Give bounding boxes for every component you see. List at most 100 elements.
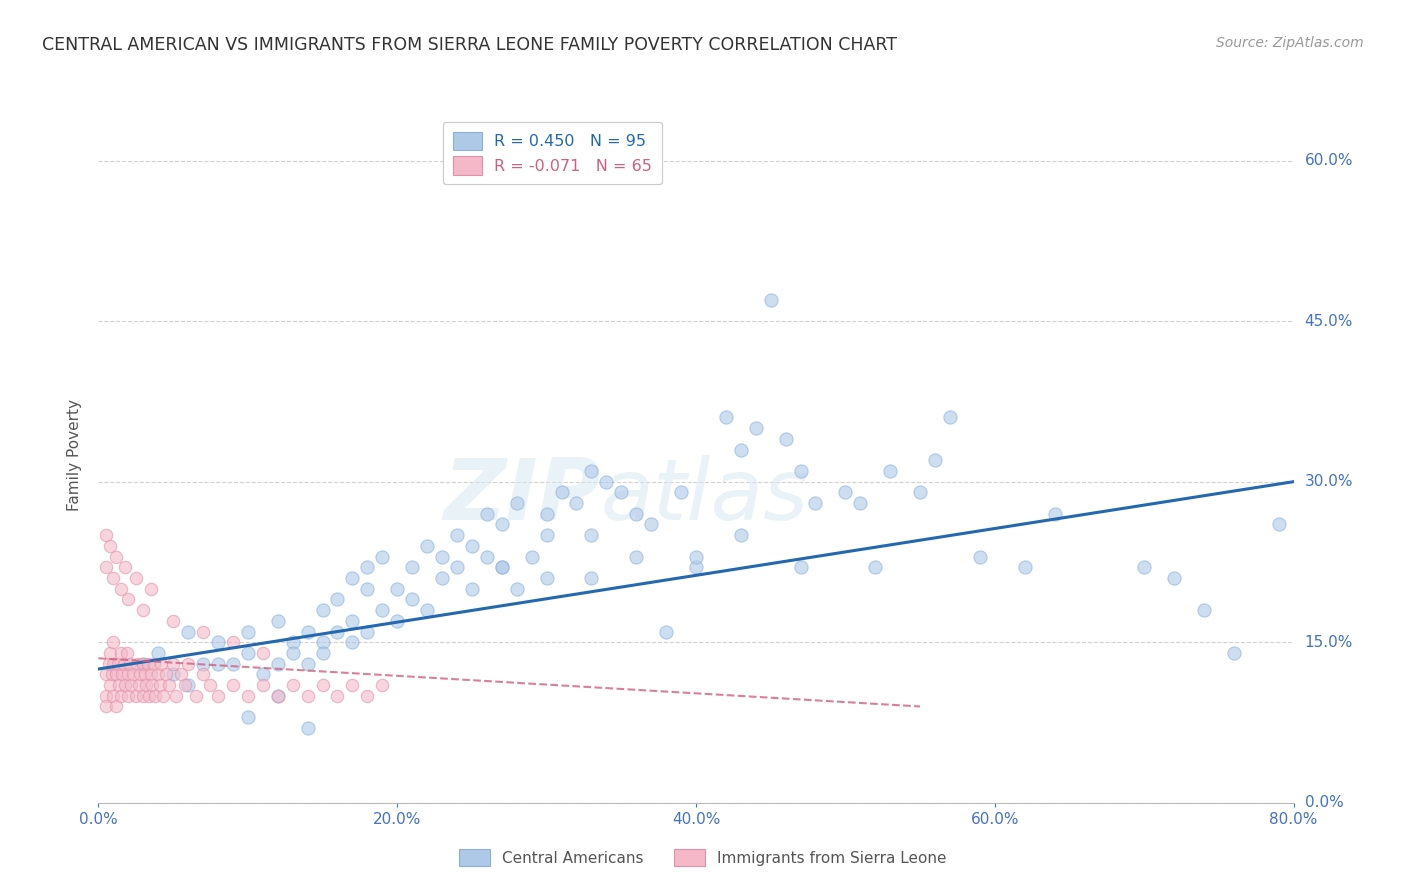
Point bbox=[311, 678, 333, 692]
Point bbox=[94, 667, 117, 681]
Point bbox=[281, 646, 304, 660]
Point bbox=[789, 464, 811, 478]
Point bbox=[110, 689, 132, 703]
Point bbox=[342, 614, 364, 628]
Point bbox=[236, 646, 259, 660]
Point bbox=[143, 689, 166, 703]
Point bbox=[121, 667, 143, 681]
Point bbox=[506, 582, 529, 596]
Point bbox=[475, 507, 498, 521]
Point bbox=[117, 667, 139, 681]
Point bbox=[132, 657, 155, 671]
Point bbox=[139, 667, 162, 681]
Point bbox=[536, 571, 558, 585]
Point bbox=[141, 678, 163, 692]
Text: Source: ZipAtlas.com: Source: ZipAtlas.com bbox=[1216, 36, 1364, 50]
Point bbox=[624, 507, 647, 521]
Point bbox=[184, 689, 207, 703]
Point bbox=[416, 603, 439, 617]
Point bbox=[789, 560, 811, 574]
Point bbox=[804, 496, 827, 510]
Point bbox=[174, 678, 197, 692]
Point bbox=[297, 624, 319, 639]
Point bbox=[714, 410, 737, 425]
Point bbox=[356, 582, 378, 596]
Point bbox=[252, 646, 274, 660]
Point bbox=[157, 678, 180, 692]
Point bbox=[107, 657, 129, 671]
Point bbox=[177, 624, 200, 639]
Point bbox=[110, 646, 132, 660]
Text: 0.0%: 0.0% bbox=[1305, 796, 1343, 810]
Point bbox=[267, 614, 290, 628]
Point bbox=[385, 582, 409, 596]
Point bbox=[135, 678, 157, 692]
Point bbox=[371, 603, 394, 617]
Point bbox=[595, 475, 617, 489]
Point bbox=[610, 485, 633, 500]
Point bbox=[98, 678, 122, 692]
Point bbox=[98, 539, 122, 553]
Point bbox=[356, 624, 378, 639]
Point bbox=[105, 667, 128, 681]
Point bbox=[371, 549, 394, 564]
Point bbox=[267, 689, 290, 703]
Point bbox=[342, 571, 364, 585]
Point bbox=[416, 539, 439, 553]
Point bbox=[236, 710, 259, 724]
Point bbox=[103, 635, 125, 649]
Point bbox=[110, 582, 132, 596]
Point bbox=[101, 667, 124, 681]
Point bbox=[879, 464, 901, 478]
Point bbox=[461, 539, 484, 553]
Point bbox=[297, 689, 319, 703]
Point bbox=[138, 689, 160, 703]
Point bbox=[236, 689, 259, 703]
Point bbox=[149, 678, 172, 692]
Point bbox=[127, 657, 149, 671]
Point bbox=[103, 571, 125, 585]
Point bbox=[401, 560, 423, 574]
Point bbox=[685, 549, 707, 564]
Point bbox=[117, 592, 139, 607]
Point bbox=[581, 571, 603, 585]
Point bbox=[129, 667, 152, 681]
Point bbox=[207, 635, 229, 649]
Text: atlas: atlas bbox=[600, 455, 808, 538]
Point bbox=[506, 496, 529, 510]
Point bbox=[207, 689, 229, 703]
Point bbox=[222, 635, 245, 649]
Point bbox=[162, 657, 184, 671]
Point bbox=[581, 528, 603, 542]
Point bbox=[94, 528, 117, 542]
Point bbox=[132, 657, 155, 671]
Point bbox=[281, 635, 304, 649]
Point bbox=[165, 689, 187, 703]
Point bbox=[326, 689, 349, 703]
Point bbox=[401, 592, 423, 607]
Point bbox=[114, 560, 136, 574]
Point bbox=[132, 689, 155, 703]
Text: 60.0%: 60.0% bbox=[1305, 153, 1353, 168]
Point bbox=[1163, 571, 1185, 585]
Point bbox=[139, 582, 162, 596]
Text: 45.0%: 45.0% bbox=[1305, 314, 1353, 328]
Point bbox=[177, 678, 200, 692]
Point bbox=[112, 657, 135, 671]
Point bbox=[730, 528, 752, 542]
Point bbox=[1223, 646, 1246, 660]
Point bbox=[624, 549, 647, 564]
Point bbox=[356, 560, 378, 574]
Legend: R = 0.450   N = 95, R = -0.071   N = 65: R = 0.450 N = 95, R = -0.071 N = 65 bbox=[443, 122, 662, 185]
Point bbox=[191, 667, 214, 681]
Point bbox=[565, 496, 588, 510]
Point bbox=[169, 667, 191, 681]
Point bbox=[461, 582, 484, 596]
Point bbox=[939, 410, 962, 425]
Point bbox=[222, 678, 245, 692]
Point bbox=[297, 721, 319, 735]
Point bbox=[200, 678, 222, 692]
Point bbox=[136, 657, 159, 671]
Point bbox=[1192, 603, 1215, 617]
Point bbox=[640, 517, 662, 532]
